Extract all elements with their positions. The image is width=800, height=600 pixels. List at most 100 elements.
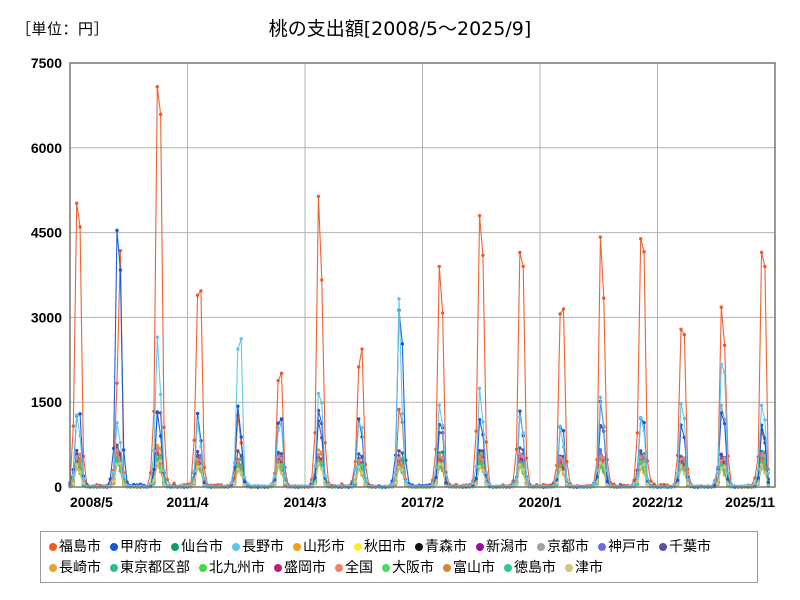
- data-point: [172, 481, 176, 486]
- data-point: [239, 466, 243, 470]
- legend-item-富山市[interactable]: 富山市: [443, 560, 495, 576]
- data-point: [477, 213, 482, 218]
- legend-item-長崎市[interactable]: 長崎市: [49, 560, 101, 576]
- data-point: [400, 456, 405, 461]
- legend-marker-icon: [49, 542, 57, 551]
- legend-marker-icon: [199, 563, 207, 572]
- data-point: [115, 228, 119, 233]
- data-point: [81, 481, 86, 485]
- legend-item-青森市[interactable]: 青森市: [415, 539, 467, 555]
- data-point: [71, 482, 76, 486]
- legend-item-新潟市[interactable]: 新潟市: [476, 539, 528, 555]
- legend-item-北九州市[interactable]: 北九州市: [199, 560, 265, 576]
- data-point: [598, 461, 603, 465]
- x-axis-tick-label: 2022/12: [632, 494, 683, 510]
- data-point: [642, 250, 646, 254]
- legend-item-長野市[interactable]: 長野市: [232, 539, 284, 555]
- data-point: [363, 477, 368, 481]
- legend-item-全国[interactable]: 全国: [335, 560, 373, 576]
- data-point: [722, 465, 727, 469]
- data-point: [122, 483, 126, 487]
- x-axis-tick-label: 2025/11: [725, 494, 775, 510]
- data-point: [756, 481, 760, 485]
- data-point: [246, 482, 250, 486]
- legend-item-仙台市[interactable]: 仙台市: [171, 539, 223, 555]
- data-point: [682, 465, 687, 470]
- data-point: [118, 461, 123, 465]
- legend-label: 東京都区部: [120, 559, 190, 576]
- data-point: [430, 483, 435, 487]
- data-point: [679, 457, 683, 461]
- legend-label: 徳島市: [514, 559, 556, 576]
- data-point: [558, 312, 562, 316]
- data-point: [115, 421, 119, 425]
- data-point: [239, 471, 243, 475]
- data-point: [155, 410, 159, 414]
- data-point: [353, 482, 358, 487]
- data-point: [195, 465, 200, 469]
- data-point: [199, 464, 203, 468]
- legend-item-山形市[interactable]: 山形市: [293, 539, 345, 555]
- data-point: [122, 448, 126, 452]
- data-point: [639, 455, 643, 459]
- data-point: [521, 431, 525, 435]
- data-point: [521, 454, 525, 459]
- legend-item-盛岡市[interactable]: 盛岡市: [274, 560, 326, 576]
- data-point: [353, 480, 358, 484]
- data-point: [239, 337, 243, 341]
- data-point: [686, 477, 690, 482]
- data-point: [649, 479, 653, 483]
- data-point: [592, 482, 596, 487]
- legend-marker-icon: [476, 542, 484, 551]
- data-point: [75, 413, 79, 417]
- data-point: [320, 463, 324, 467]
- data-point: [639, 462, 643, 466]
- data-point: [437, 453, 441, 458]
- legend-item-徳島市[interactable]: 徳島市: [504, 560, 556, 576]
- data-point: [763, 471, 767, 475]
- data-point: [202, 476, 206, 481]
- legend-item-神戸市[interactable]: 神戸市: [598, 539, 650, 555]
- data-point: [514, 482, 519, 486]
- data-point: [437, 264, 441, 269]
- data-point: [598, 395, 603, 400]
- y-axis-tick-label: 7500: [31, 55, 62, 71]
- data-point: [155, 335, 159, 339]
- data-point: [169, 483, 173, 488]
- data-point: [719, 458, 723, 463]
- legend-item-津市[interactable]: 津市: [565, 560, 603, 576]
- data-point: [521, 467, 525, 472]
- data-point: [645, 477, 650, 481]
- series-line: [69, 298, 769, 488]
- x-axis-tick-label: 2017/2: [401, 494, 444, 510]
- legend-label: 北九州市: [209, 559, 265, 576]
- data-point: [357, 460, 361, 465]
- data-point: [115, 443, 119, 447]
- legend-item-京都市[interactable]: 京都市: [537, 539, 589, 555]
- data-point: [518, 451, 522, 456]
- legend-item-千葉市[interactable]: 千葉市: [659, 539, 711, 555]
- legend-item-福島市[interactable]: 福島市: [49, 539, 101, 555]
- data-point: [75, 455, 79, 459]
- data-point: [279, 417, 284, 421]
- data-point: [316, 453, 321, 457]
- x-axis-tick-label: 2008/5: [70, 494, 113, 510]
- data-point: [437, 462, 441, 466]
- data-point: [555, 481, 559, 485]
- legend-item-東京都区部[interactable]: 東京都区部: [110, 560, 190, 576]
- legend-item-大阪市[interactable]: 大阪市: [382, 560, 434, 576]
- data-point: [397, 449, 401, 453]
- data-point: [78, 412, 82, 416]
- series-line: [69, 412, 769, 488]
- legend-item-甲府市[interactable]: 甲府市: [110, 539, 162, 555]
- data-point: [276, 450, 280, 455]
- data-point: [558, 455, 562, 460]
- data-point: [75, 463, 79, 467]
- data-point: [115, 462, 119, 467]
- series-line: [69, 86, 769, 488]
- legend-item-秋田市[interactable]: 秋田市: [354, 539, 406, 555]
- data-point: [639, 465, 643, 469]
- data-point: [400, 464, 405, 468]
- data-point: [276, 428, 280, 432]
- data-point: [605, 483, 609, 487]
